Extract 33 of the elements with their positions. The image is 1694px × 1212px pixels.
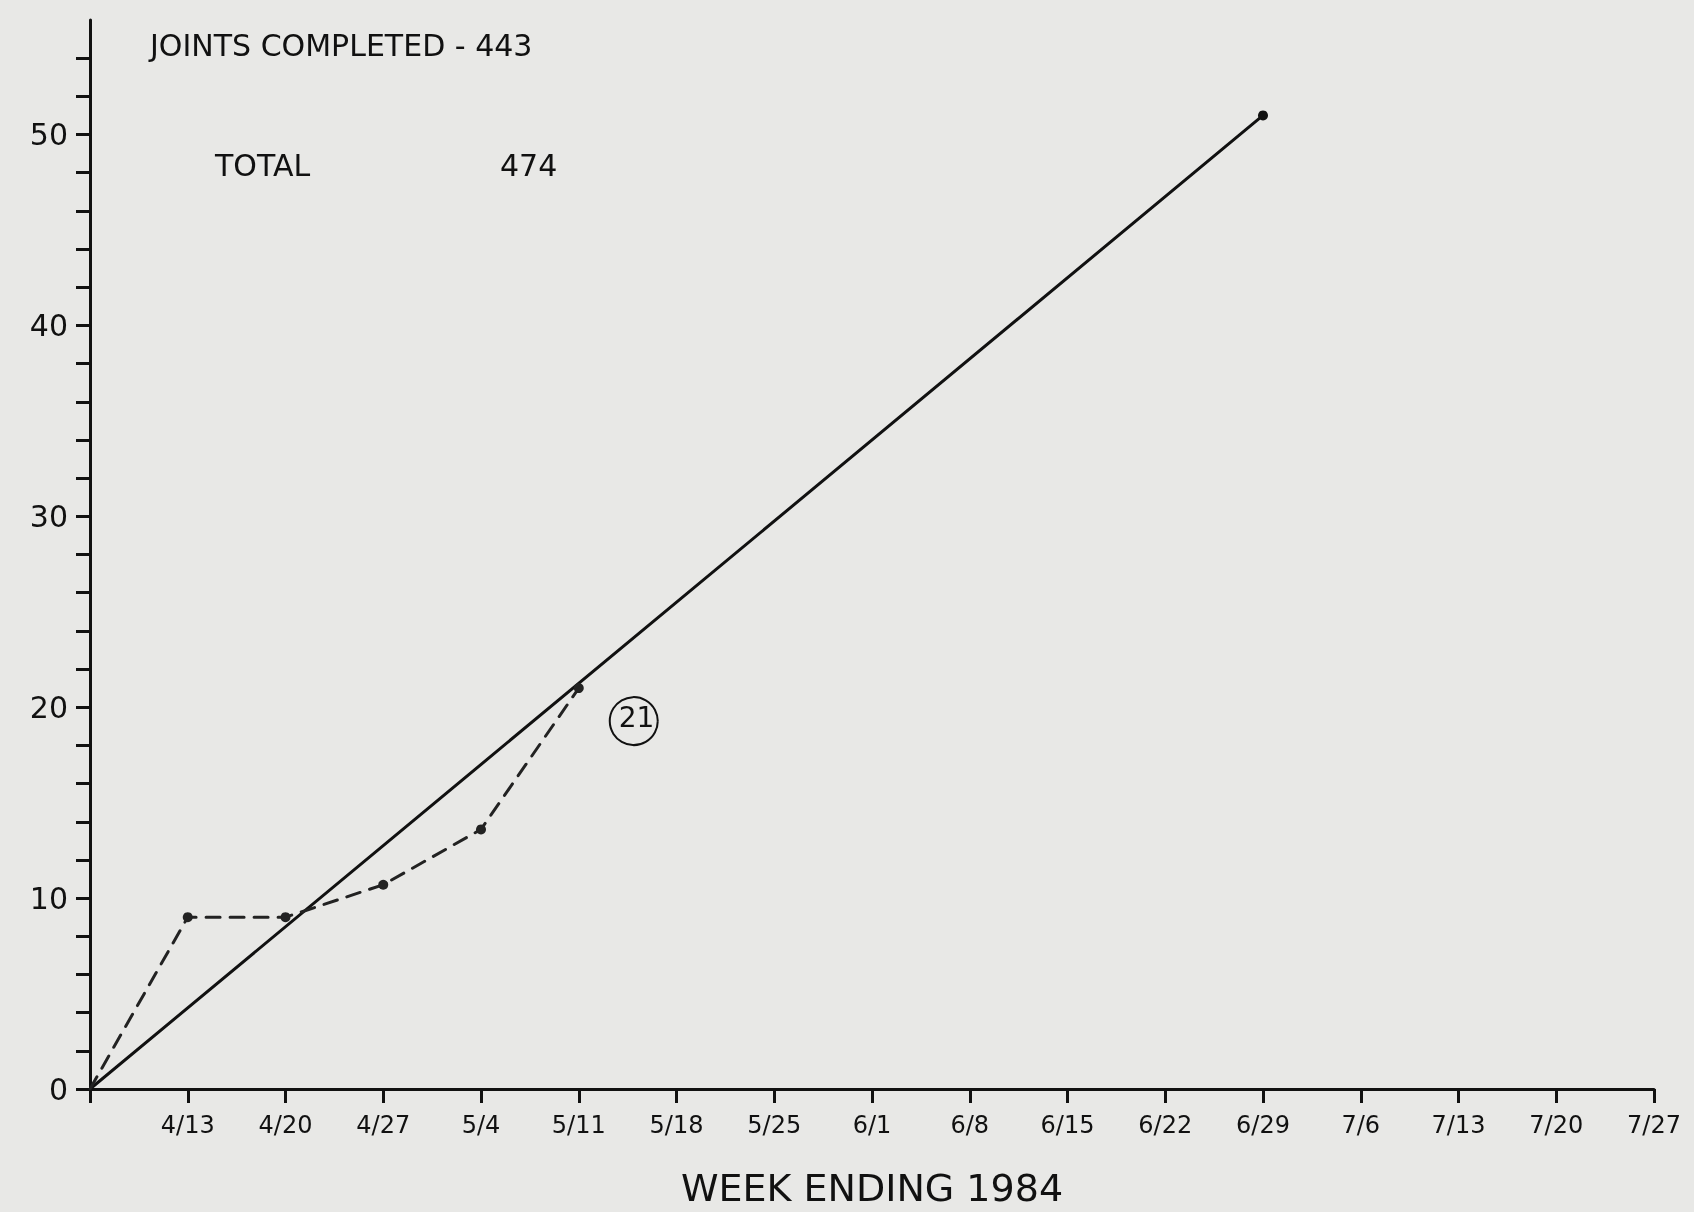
point <box>1258 110 1268 121</box>
annotation: TOTAL <box>214 147 311 183</box>
annotation: 21 <box>618 700 655 734</box>
point <box>573 683 584 694</box>
point <box>280 912 291 923</box>
x-tick-label: 5/25 <box>747 1111 802 1139</box>
x-tick-label: 5/4 <box>461 1111 501 1139</box>
x-tick-label: 4/20 <box>258 1111 313 1139</box>
y-tick-label: 0 <box>48 1071 68 1107</box>
x-tick-label: 4/27 <box>356 1111 411 1139</box>
x-tick-label: 6/1 <box>852 1111 892 1139</box>
y-tick-label: 10 <box>29 880 68 916</box>
point <box>476 824 486 835</box>
y-tick-label: 50 <box>29 117 68 153</box>
y-tick-label: 20 <box>29 689 68 725</box>
point <box>182 912 193 923</box>
x-tick-label: 7/20 <box>1529 1111 1584 1139</box>
x-tick-label: 5/11 <box>551 1111 606 1139</box>
point <box>378 879 389 890</box>
x-tick-label: 6/8 <box>950 1111 990 1139</box>
x-tick-label: 6/22 <box>1138 1111 1193 1139</box>
y-tick-label: 30 <box>29 498 68 534</box>
x-tick-label: 5/18 <box>649 1111 704 1139</box>
x-tick-label: 7/13 <box>1431 1111 1486 1139</box>
annotation: 474 <box>500 147 558 183</box>
y-tick-label: 40 <box>29 307 68 343</box>
x-axis-title: WEEK ENDING 1984 <box>680 1166 1064 1210</box>
x-tick-label: 7/6 <box>1341 1111 1381 1139</box>
x-tick-label: 7/27 <box>1627 1111 1681 1139</box>
x-tick-label: 4/13 <box>160 1111 215 1139</box>
x-tick-label: 6/29 <box>1236 1111 1290 1139</box>
x-tick-label: 6/15 <box>1040 1111 1095 1139</box>
annotation: JOINTS COMPLETED - 443 <box>148 27 533 63</box>
